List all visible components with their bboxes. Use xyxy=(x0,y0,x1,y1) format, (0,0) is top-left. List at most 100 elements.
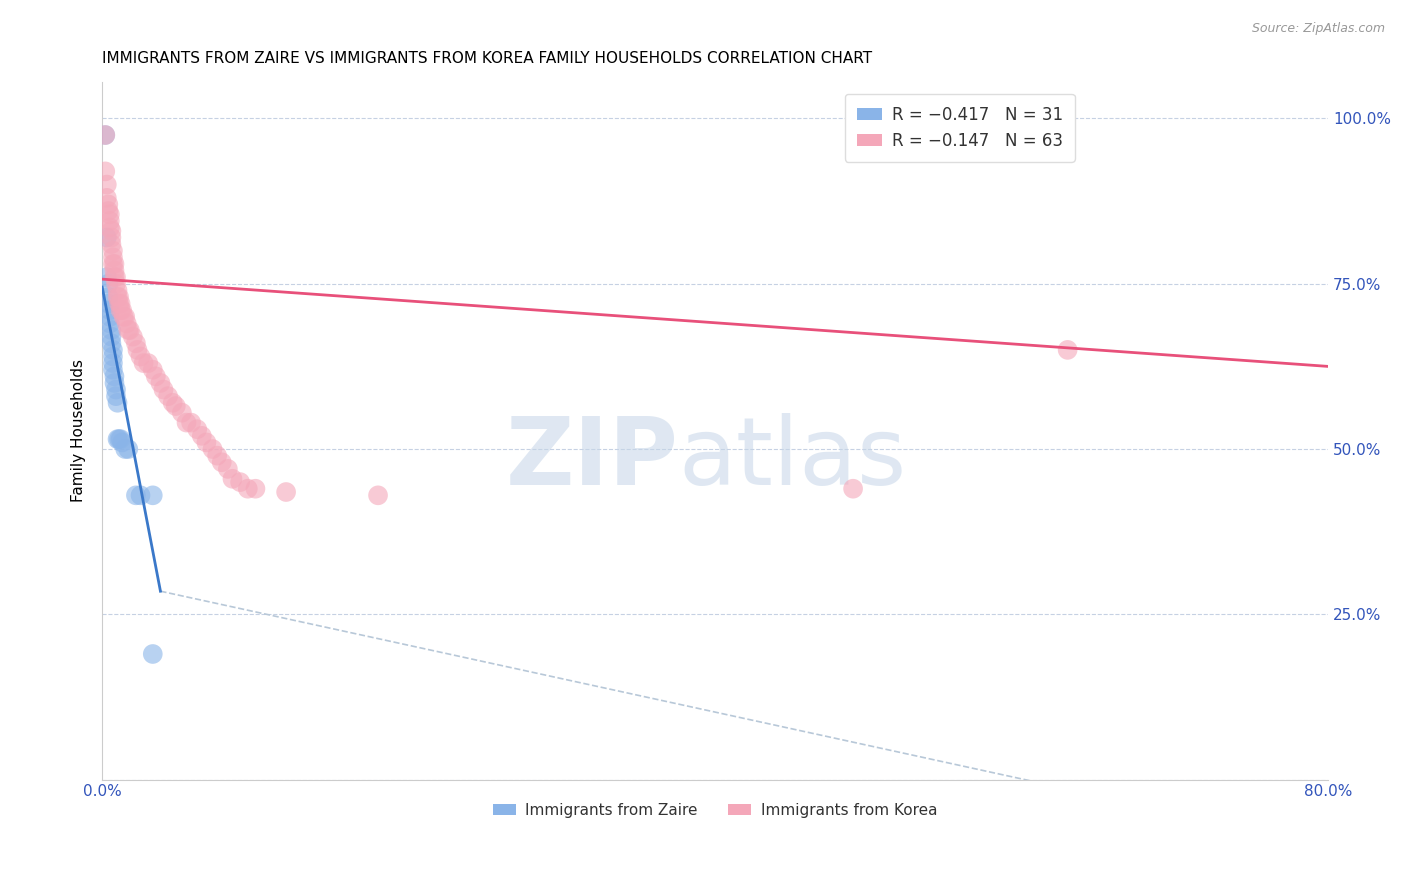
Point xyxy=(107,290,129,304)
Point xyxy=(101,250,124,264)
Point xyxy=(101,362,124,376)
Point xyxy=(108,290,131,304)
Point xyxy=(100,230,122,244)
Point xyxy=(108,296,131,310)
Point xyxy=(274,485,297,500)
Point xyxy=(103,263,125,277)
Point xyxy=(103,369,125,384)
Point xyxy=(201,442,224,456)
Text: IMMIGRANTS FROM ZAIRE VS IMMIGRANTS FROM KOREA FAMILY HOUSEHOLDS CORRELATION CHA: IMMIGRANTS FROM ZAIRE VS IMMIGRANTS FROM… xyxy=(103,51,872,66)
Point xyxy=(112,310,135,324)
Point xyxy=(105,383,128,397)
Point xyxy=(107,432,129,446)
Point xyxy=(125,488,148,502)
Point xyxy=(127,343,149,357)
Point xyxy=(145,369,167,384)
Point xyxy=(108,432,131,446)
Point xyxy=(114,442,136,456)
Point xyxy=(94,128,117,142)
Point xyxy=(117,442,139,456)
Point xyxy=(107,284,129,298)
Point xyxy=(110,432,132,446)
Point xyxy=(96,178,118,192)
Point xyxy=(115,317,138,331)
Point xyxy=(100,323,122,337)
Point xyxy=(195,435,218,450)
Point xyxy=(205,449,228,463)
Text: atlas: atlas xyxy=(679,413,907,505)
Point xyxy=(110,303,132,318)
Point xyxy=(180,416,202,430)
Point xyxy=(114,310,136,324)
Point xyxy=(100,336,122,351)
Point xyxy=(98,310,121,324)
Point xyxy=(157,389,180,403)
Point xyxy=(100,329,122,343)
Point xyxy=(98,317,121,331)
Point xyxy=(191,429,214,443)
Point xyxy=(101,356,124,370)
Point xyxy=(142,488,165,502)
Point xyxy=(125,336,148,351)
Point xyxy=(105,389,128,403)
Point xyxy=(118,323,141,337)
Point xyxy=(142,362,165,376)
Point xyxy=(149,376,172,390)
Point xyxy=(170,406,193,420)
Point xyxy=(100,224,122,238)
Point xyxy=(100,237,122,252)
Point xyxy=(245,482,267,496)
Point xyxy=(136,356,159,370)
Point xyxy=(94,164,117,178)
Point xyxy=(107,396,129,410)
Point xyxy=(162,396,184,410)
Point xyxy=(152,383,174,397)
Point xyxy=(103,257,125,271)
Point xyxy=(101,350,124,364)
Point xyxy=(98,303,121,318)
Text: ZIP: ZIP xyxy=(506,413,679,505)
Point xyxy=(96,191,118,205)
Point xyxy=(217,462,239,476)
Point xyxy=(111,303,134,318)
Point xyxy=(1056,343,1078,357)
Point xyxy=(98,214,121,228)
Point xyxy=(105,270,128,285)
Point xyxy=(367,488,389,502)
Point xyxy=(211,455,233,469)
Point xyxy=(176,416,198,430)
Legend: Immigrants from Zaire, Immigrants from Korea: Immigrants from Zaire, Immigrants from K… xyxy=(488,797,943,824)
Point xyxy=(129,488,152,502)
Point xyxy=(101,244,124,258)
Point xyxy=(97,277,120,291)
Point xyxy=(97,197,120,211)
Point xyxy=(96,270,118,285)
Point xyxy=(96,230,118,244)
Point xyxy=(229,475,252,489)
Y-axis label: Family Households: Family Households xyxy=(72,359,86,502)
Point xyxy=(98,220,121,235)
Text: Source: ZipAtlas.com: Source: ZipAtlas.com xyxy=(1251,22,1385,36)
Point xyxy=(105,277,128,291)
Point xyxy=(101,343,124,357)
Point xyxy=(97,290,120,304)
Point xyxy=(97,204,120,219)
Point xyxy=(94,128,117,142)
Point xyxy=(98,207,121,221)
Point xyxy=(186,422,208,436)
Point xyxy=(110,296,132,310)
Point xyxy=(97,296,120,310)
Point xyxy=(101,257,124,271)
Point xyxy=(121,329,143,343)
Point xyxy=(129,350,152,364)
Point xyxy=(165,399,187,413)
Point xyxy=(117,323,139,337)
Point xyxy=(103,270,125,285)
Point xyxy=(236,482,259,496)
Point xyxy=(142,647,165,661)
Point xyxy=(132,356,155,370)
Point xyxy=(221,472,243,486)
Point xyxy=(103,376,125,390)
Point xyxy=(842,482,865,496)
Point xyxy=(111,435,134,450)
